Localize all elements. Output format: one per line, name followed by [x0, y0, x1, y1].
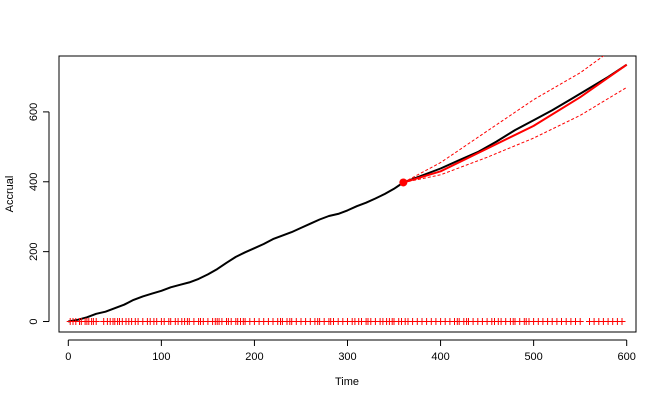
series-line-upper-bound	[403, 56, 605, 183]
series-line-lower-bound	[403, 86, 627, 183]
series-line-observed	[68, 181, 404, 323]
x-tick-label: 100	[152, 351, 170, 363]
series-line-observed-future	[402, 63, 628, 184]
x-tick-label: 400	[431, 351, 449, 363]
current-accrual-point	[399, 178, 408, 187]
plot-area-frame	[58, 55, 637, 333]
y-tick-label: 600	[28, 103, 40, 121]
x-tick-label: 300	[338, 351, 356, 363]
x-axis-title: Time	[335, 376, 359, 388]
x-tick-label: 500	[524, 351, 542, 363]
series-line-predicted	[403, 63, 628, 184]
y-tick-label: 200	[28, 242, 40, 260]
series-layer	[68, 56, 628, 323]
event-mark	[576, 318, 584, 325]
x-tick-label: 200	[245, 351, 263, 363]
axis-layer: 0 100 200 300 400 500 600 0 200 400 600	[28, 103, 636, 363]
y-tick-label: 400	[28, 173, 40, 191]
y-tick-label: 0	[28, 318, 40, 324]
event-mark	[92, 318, 100, 325]
y-axis-title: Accrual	[4, 176, 16, 213]
event-mark	[618, 318, 626, 325]
event-marks-layer	[66, 318, 626, 325]
x-tick-label: 600	[618, 351, 636, 363]
x-tick-label: 0	[65, 351, 71, 363]
